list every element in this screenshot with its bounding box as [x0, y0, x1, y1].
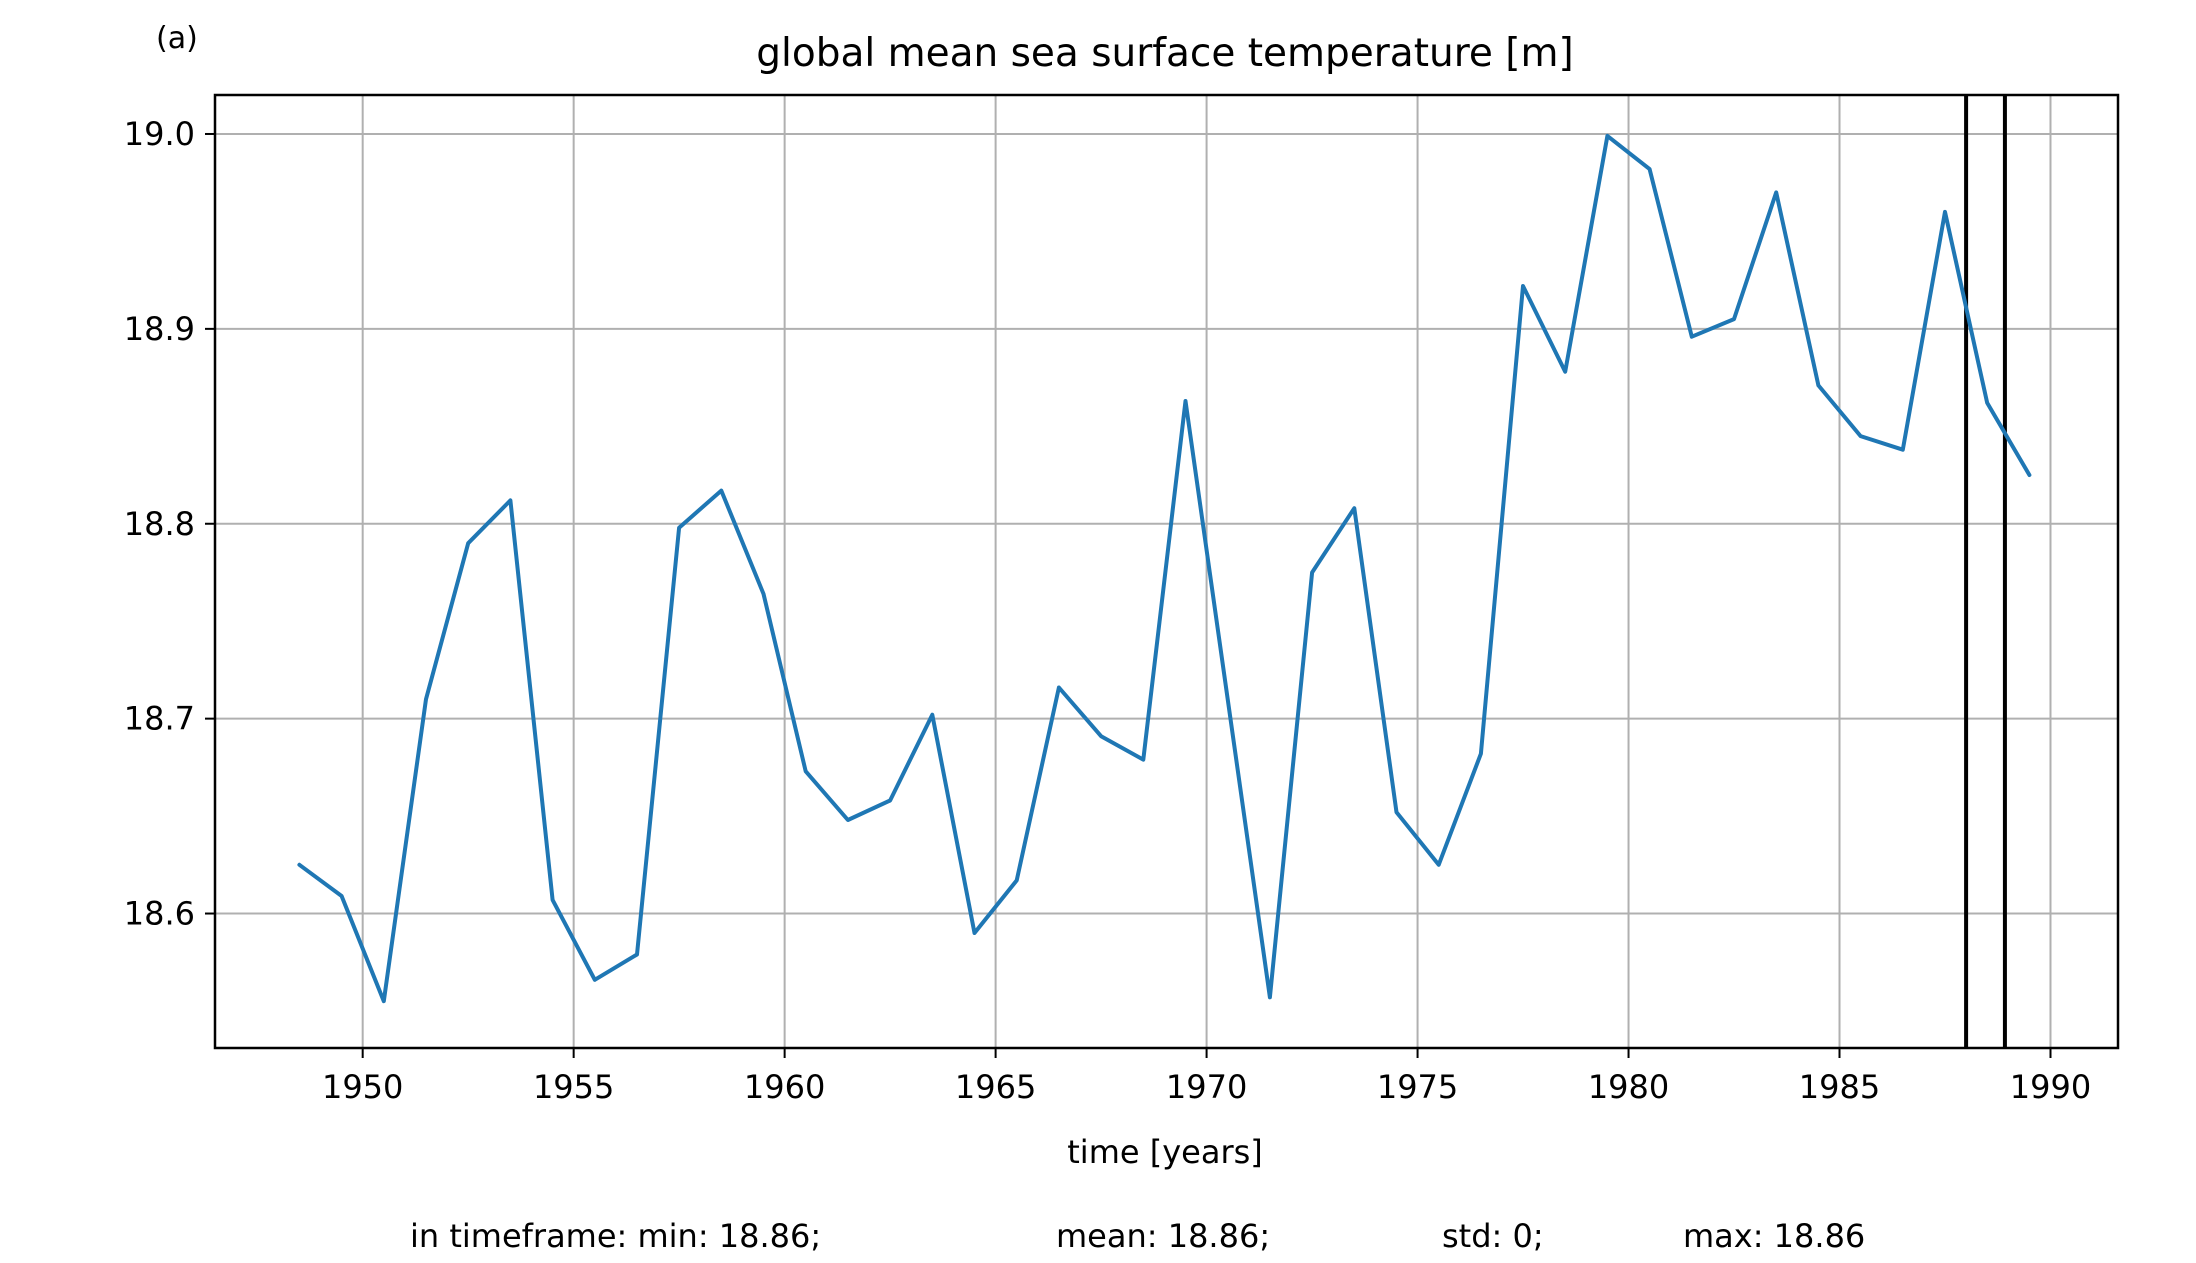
x-axis-ticks: 1950 1955 1960 1965 1970 1975 1980 1985 1990 [322, 1048, 2091, 1106]
stats-max: max: 18.86 [1683, 1217, 1865, 1255]
stats-std: std: 0; [1442, 1217, 1544, 1255]
x-tick-label: 1965 [955, 1068, 1036, 1106]
x-tick-label: 1960 [744, 1068, 825, 1106]
plot-frame [213, 93, 2120, 1050]
chart-title: global mean sea surface temperature [m] [756, 31, 1573, 76]
x-tick-label: 1950 [322, 1068, 403, 1106]
y-tick-label: 18.8 [124, 505, 195, 543]
panel-label: (a) [156, 21, 198, 56]
x-tick-label: 1975 [1377, 1068, 1458, 1106]
x-tick-label: 1985 [1799, 1068, 1880, 1106]
x-tick-label: 1980 [1588, 1068, 1669, 1106]
y-axis-ticks: 18.6 18.7 18.8 18.9 19.0 [124, 115, 215, 933]
x-tick-label: 1955 [533, 1068, 614, 1106]
y-tick-label: 18.7 [124, 700, 195, 738]
data-series-line [297, 133, 2032, 1004]
marker-lines [1964, 95, 2007, 1048]
y-tick-label: 18.9 [124, 310, 195, 348]
stats-line: in timeframe: min: 18.86; mean: 18.86; s… [410, 1217, 1865, 1255]
y-tick-label: 18.6 [124, 895, 195, 933]
x-axis-label: time [years] [1067, 1133, 1263, 1171]
y-tick-label: 19.0 [124, 115, 195, 153]
x-tick-label: 1990 [2010, 1068, 2091, 1106]
stats-mean: mean: 18.86; [1056, 1217, 1270, 1255]
x-tick-label: 1970 [1166, 1068, 1247, 1106]
stats-min: in timeframe: min: 18.86; [410, 1217, 821, 1255]
